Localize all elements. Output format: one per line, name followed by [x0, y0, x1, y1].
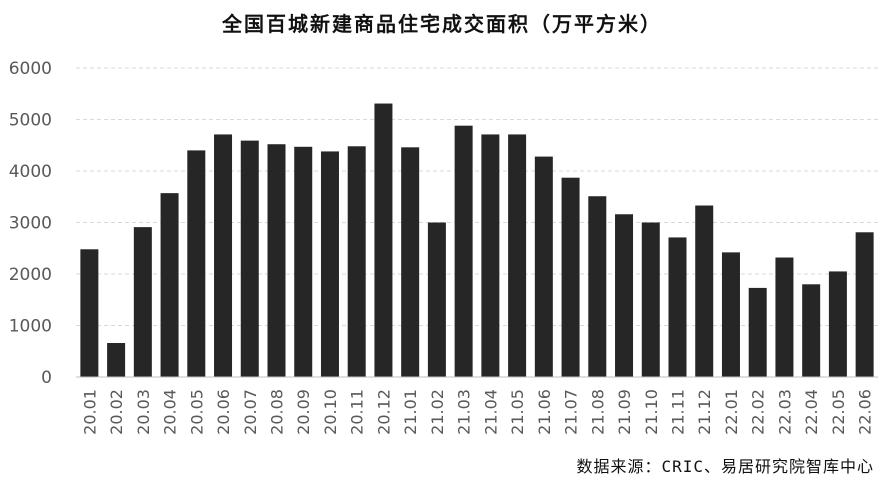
x-axis-ticks: 20.01 20.02 20.03 20.04 20.05 20.06 20.07 20.08…: [80, 389, 874, 435]
bars: [80, 103, 874, 378]
bar-21.09: [615, 214, 634, 377]
bar-20.04: [160, 193, 179, 377]
bar-21.11: [668, 237, 687, 377]
bar-20.01: [80, 249, 99, 377]
bar-20.11: [347, 146, 366, 377]
x-tick-label: 21.07: [562, 389, 581, 435]
y-tick-label: 5000: [9, 111, 52, 131]
bar-22.05: [828, 271, 847, 377]
y-axis-ticks: 0 1000 2000 3000 4000 5000 6000: [9, 59, 52, 388]
bar-22.02: [748, 287, 767, 377]
bar-21.01: [401, 147, 420, 377]
x-tick-label: 21.02: [428, 389, 447, 435]
bar-21.12: [695, 205, 714, 377]
bar-20.03: [133, 227, 152, 377]
y-tick-label: 2000: [9, 265, 52, 285]
x-tick-label: 20.06: [214, 389, 233, 435]
x-tick-label: 20.11: [348, 389, 367, 435]
x-tick-label: 20.01: [80, 389, 99, 435]
x-tick-label: 21.05: [508, 389, 527, 435]
bar-21.08: [588, 196, 607, 377]
x-tick-label: 22.01: [722, 389, 741, 435]
x-tick-label: 20.03: [134, 389, 153, 435]
x-tick-label: 20.12: [374, 389, 393, 435]
bar-22.03: [775, 257, 794, 377]
x-tick-label: 21.10: [642, 389, 661, 435]
bar-22.04: [802, 284, 821, 377]
x-tick-label: 22.04: [802, 389, 821, 435]
gridlines: [76, 67, 878, 326]
x-tick-label: 20.05: [187, 389, 206, 435]
x-tick-label: 21.11: [669, 389, 688, 435]
bar-20.02: [107, 343, 126, 377]
x-tick-label: 21.01: [401, 389, 420, 435]
x-tick-label: 20.04: [161, 389, 180, 435]
x-tick-label: 21.08: [588, 389, 607, 435]
x-tick-label: 22.06: [856, 389, 875, 435]
bar-21.07: [561, 177, 580, 377]
y-tick-label: 1000: [9, 317, 52, 337]
x-tick-label: 22.05: [829, 389, 848, 435]
y-tick-label: 3000: [9, 214, 52, 234]
chart-title: 全国百城新建商品住宅成交面积（万平方米）: [222, 12, 662, 36]
bar-21.03: [454, 125, 473, 378]
bar-21.10: [641, 222, 660, 377]
x-tick-label: 20.09: [294, 389, 313, 435]
bar-21.06: [534, 156, 553, 377]
source-note: 数据来源：CRIC、易居研究院智库中心: [576, 457, 874, 476]
bar-20.12: [374, 103, 393, 377]
bar-21.05: [508, 134, 527, 377]
bar-20.09: [294, 146, 313, 377]
bar-22.01: [721, 252, 740, 377]
bar-20.05: [187, 150, 206, 377]
x-tick-label: 20.10: [321, 389, 340, 435]
x-tick-label: 22.03: [775, 389, 794, 435]
bar-20.06: [214, 134, 233, 377]
y-tick-label: 6000: [9, 59, 52, 79]
y-tick-label: 4000: [9, 162, 52, 182]
bar-20.10: [320, 151, 339, 377]
x-tick-label: 20.08: [268, 389, 287, 435]
x-tick-label: 21.03: [455, 389, 474, 435]
x-tick-label: 20.07: [241, 389, 260, 435]
bar-20.07: [240, 140, 259, 377]
bar-20.08: [267, 144, 286, 377]
x-tick-label: 20.02: [107, 389, 126, 435]
y-tick-label: 0: [41, 368, 52, 388]
x-tick-label: 22.02: [749, 389, 768, 435]
bar-21.02: [427, 222, 446, 377]
x-tick-label: 21.09: [615, 389, 634, 435]
x-tick-label: 21.04: [481, 389, 500, 435]
bar-21.04: [481, 134, 500, 377]
x-tick-label: 21.12: [695, 389, 714, 435]
x-tick-label: 21.06: [535, 389, 554, 435]
bar-22.06: [855, 232, 874, 377]
